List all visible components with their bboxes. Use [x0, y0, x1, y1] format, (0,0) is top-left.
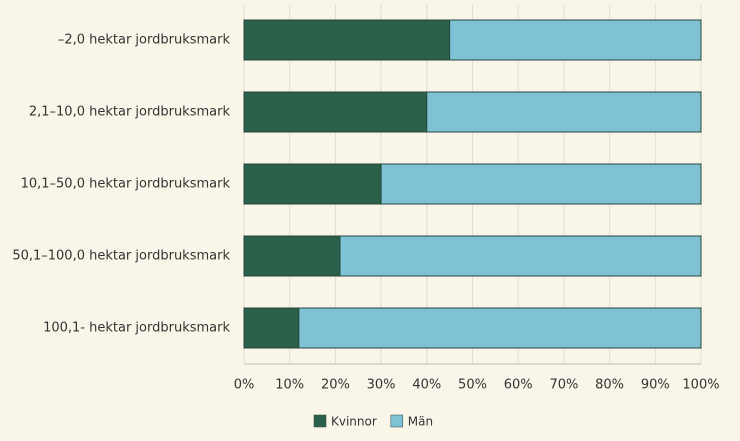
legend-label: Män: [408, 415, 433, 429]
bar: [243, 235, 341, 277]
x-tick-label: 70%: [549, 378, 578, 393]
x-tick-label: 80%: [595, 378, 624, 393]
bar: [339, 235, 702, 277]
y-tick-label: 100,1- hektar jordbruksmark: [43, 321, 230, 336]
x-tick-label: 40%: [412, 378, 441, 393]
bar: [380, 163, 702, 205]
legend-label: Kvinnor: [331, 415, 377, 429]
y-tick-label: –2,0 hektar jordbruksmark: [58, 33, 231, 48]
x-tick-label: 30%: [367, 378, 396, 393]
bar: [243, 19, 451, 61]
x-tick-label: 20%: [321, 378, 350, 393]
x-tick-label: 60%: [504, 378, 533, 393]
bar: [243, 91, 428, 133]
y-tick-label: 50,1–100,0 hektar jordbruksmark: [12, 249, 230, 264]
x-tick-label: 100%: [682, 378, 719, 393]
legend-swatch: [313, 414, 327, 428]
bar: [243, 163, 382, 205]
x-tick-label: 50%: [458, 378, 487, 393]
bar: [426, 91, 702, 133]
y-tick-label: 2,1–10,0 hektar jordbruksmark: [29, 105, 231, 120]
x-tick-label: 10%: [275, 378, 304, 393]
y-tick-label: 10,1–50,0 hektar jordbruksmark: [21, 177, 231, 192]
x-tick-label: 0%: [234, 378, 255, 393]
legend-swatch: [390, 414, 404, 428]
bar: [243, 307, 300, 349]
bar: [298, 307, 702, 349]
bar: [449, 19, 702, 61]
x-tick-label: 90%: [641, 378, 670, 393]
